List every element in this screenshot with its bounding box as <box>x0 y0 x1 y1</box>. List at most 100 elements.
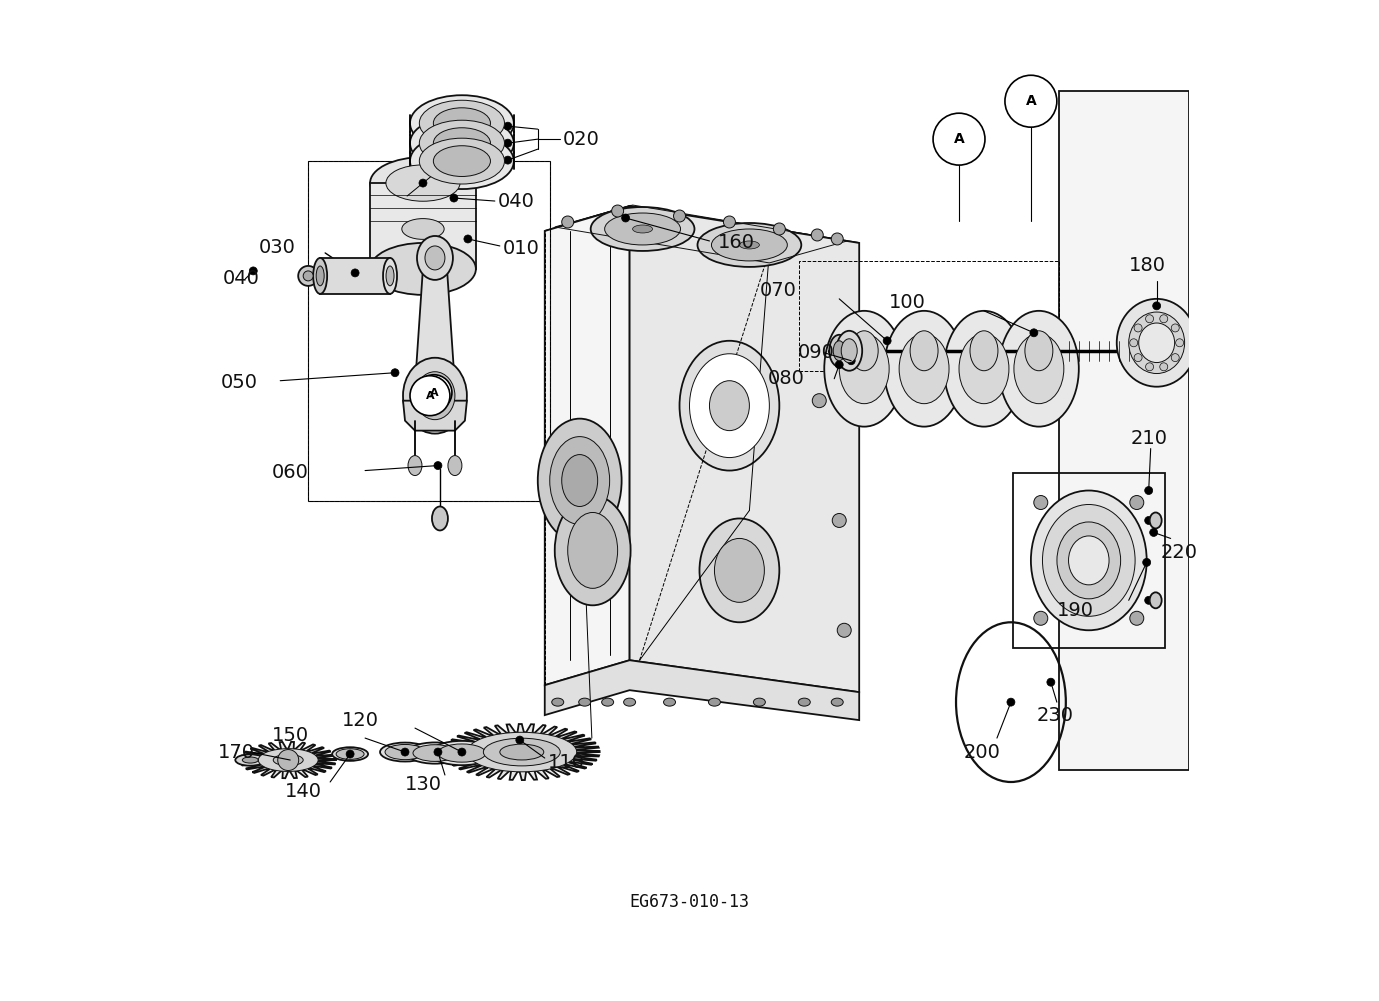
Ellipse shape <box>419 120 505 166</box>
Circle shape <box>1153 302 1161 310</box>
Text: 020: 020 <box>563 130 600 148</box>
Ellipse shape <box>965 341 1003 396</box>
Ellipse shape <box>1020 341 1058 396</box>
Ellipse shape <box>1025 330 1052 370</box>
Ellipse shape <box>433 146 491 176</box>
Circle shape <box>434 461 441 469</box>
Circle shape <box>1134 324 1142 332</box>
Ellipse shape <box>410 133 514 189</box>
Circle shape <box>450 194 458 202</box>
Ellipse shape <box>833 340 845 360</box>
Ellipse shape <box>273 755 303 766</box>
Text: 070: 070 <box>760 281 796 300</box>
Ellipse shape <box>258 749 319 772</box>
Circle shape <box>561 216 574 228</box>
Circle shape <box>410 375 450 415</box>
Text: 200: 200 <box>964 743 1001 762</box>
Circle shape <box>934 113 985 165</box>
Ellipse shape <box>419 138 505 184</box>
Ellipse shape <box>415 371 455 419</box>
Ellipse shape <box>829 334 849 366</box>
Circle shape <box>463 235 472 243</box>
Circle shape <box>392 368 399 376</box>
Ellipse shape <box>845 341 883 396</box>
Ellipse shape <box>965 341 1003 396</box>
Circle shape <box>1129 495 1143 510</box>
Ellipse shape <box>433 108 491 138</box>
Circle shape <box>1030 328 1038 336</box>
Ellipse shape <box>884 311 964 426</box>
Circle shape <box>277 750 299 771</box>
Circle shape <box>1160 362 1168 370</box>
Text: 090: 090 <box>797 343 834 362</box>
Ellipse shape <box>336 749 364 760</box>
Circle shape <box>1005 75 1056 127</box>
Circle shape <box>1143 559 1150 567</box>
Ellipse shape <box>680 340 779 470</box>
Circle shape <box>833 514 847 528</box>
Circle shape <box>1145 597 1153 605</box>
Circle shape <box>837 624 851 638</box>
Ellipse shape <box>1117 299 1197 386</box>
Ellipse shape <box>410 115 514 171</box>
Ellipse shape <box>845 341 883 396</box>
Ellipse shape <box>633 225 652 233</box>
Ellipse shape <box>958 333 1009 403</box>
Polygon shape <box>545 206 630 685</box>
Text: A: A <box>426 390 434 400</box>
Text: 150: 150 <box>272 726 309 745</box>
Ellipse shape <box>851 330 878 370</box>
Circle shape <box>516 736 524 744</box>
Polygon shape <box>545 206 859 268</box>
Ellipse shape <box>554 495 630 606</box>
Ellipse shape <box>401 218 444 239</box>
Ellipse shape <box>945 311 1023 426</box>
Ellipse shape <box>690 353 769 457</box>
Circle shape <box>1034 495 1048 510</box>
Ellipse shape <box>433 128 491 158</box>
Ellipse shape <box>313 258 327 294</box>
Text: 060: 060 <box>272 463 309 482</box>
Circle shape <box>401 748 410 756</box>
Circle shape <box>1007 698 1015 706</box>
Ellipse shape <box>407 743 463 764</box>
Circle shape <box>622 214 630 222</box>
Circle shape <box>1129 338 1138 346</box>
Ellipse shape <box>998 311 1078 426</box>
Ellipse shape <box>841 338 858 362</box>
Ellipse shape <box>1014 333 1063 403</box>
Circle shape <box>612 205 623 217</box>
Circle shape <box>250 267 258 275</box>
Ellipse shape <box>430 741 494 765</box>
Ellipse shape <box>499 744 543 760</box>
Ellipse shape <box>845 341 883 396</box>
Polygon shape <box>444 724 600 780</box>
Circle shape <box>1145 486 1153 494</box>
Ellipse shape <box>663 698 676 706</box>
Text: 230: 230 <box>1037 706 1074 725</box>
Ellipse shape <box>386 266 394 285</box>
Circle shape <box>419 179 427 187</box>
Ellipse shape <box>905 341 943 396</box>
Circle shape <box>346 750 354 758</box>
Ellipse shape <box>370 157 476 209</box>
Ellipse shape <box>408 455 422 475</box>
Ellipse shape <box>845 341 883 396</box>
Circle shape <box>1034 612 1048 626</box>
Ellipse shape <box>1020 341 1058 396</box>
Ellipse shape <box>410 95 514 151</box>
Ellipse shape <box>385 745 425 760</box>
Circle shape <box>1171 324 1179 332</box>
Ellipse shape <box>709 380 749 430</box>
Ellipse shape <box>836 330 862 370</box>
Ellipse shape <box>381 743 430 762</box>
Text: 120: 120 <box>342 711 379 730</box>
Circle shape <box>303 271 313 281</box>
Circle shape <box>1145 517 1153 525</box>
Ellipse shape <box>568 513 618 589</box>
Ellipse shape <box>370 243 476 295</box>
Ellipse shape <box>550 436 610 525</box>
Ellipse shape <box>739 241 760 249</box>
Ellipse shape <box>1020 341 1058 396</box>
Text: 080: 080 <box>767 369 804 388</box>
